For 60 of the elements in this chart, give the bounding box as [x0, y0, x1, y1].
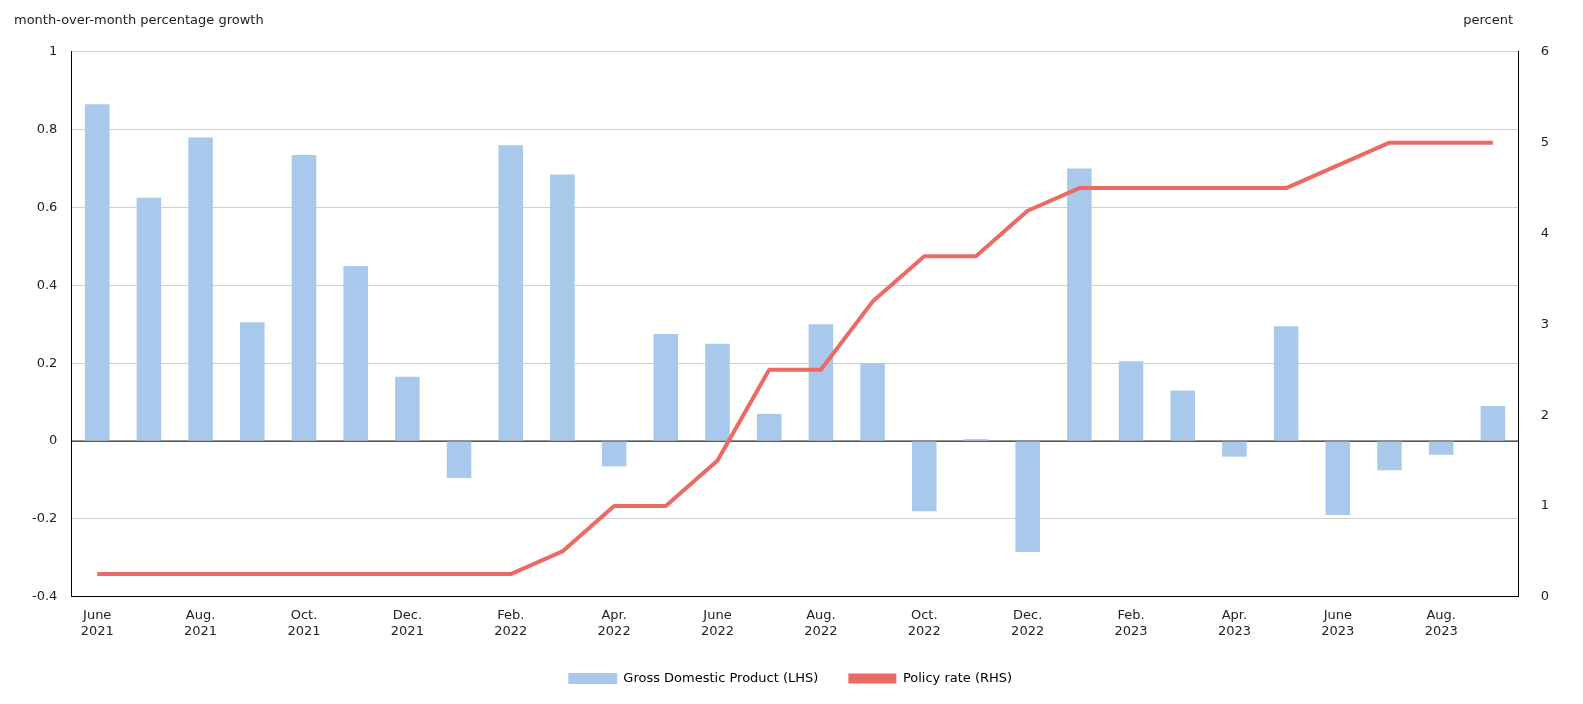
y-axis-title: month-over-month percentage growth — [14, 12, 264, 27]
x-tick-label: Aug. 2023 — [1424, 606, 1458, 638]
x-tick-label: Aug. 2022 — [804, 606, 838, 638]
y-tick-label: 0.6 — [36, 198, 58, 214]
y2-tick-label: 6 — [1540, 43, 1550, 59]
y-tick-label: 0 — [49, 432, 58, 448]
bar — [860, 363, 885, 441]
bar — [1015, 441, 1040, 553]
y-tick-label: -0.2 — [31, 510, 58, 526]
bar — [1067, 168, 1092, 441]
y-tick-label: 1 — [49, 43, 58, 59]
bar — [1118, 361, 1144, 441]
bar — [291, 154, 317, 441]
bar — [446, 441, 472, 479]
bar — [343, 265, 368, 441]
bar — [1222, 441, 1247, 457]
x-tick-label: Apr. 2023 — [1217, 606, 1251, 638]
bar — [1325, 441, 1351, 516]
bar — [498, 145, 524, 441]
bar — [705, 343, 730, 441]
bar — [912, 441, 937, 512]
y-tick-label: 0.2 — [36, 354, 58, 370]
x-tick-label: Dec. 2022 — [1011, 606, 1045, 638]
y2-tick-label: 0 — [1540, 588, 1550, 604]
x-tick-label: Feb. 2023 — [1114, 606, 1148, 638]
x-tick-label: Oct. 2022 — [907, 606, 941, 638]
bar — [1273, 326, 1299, 441]
x-tick-label: Dec. 2021 — [390, 606, 424, 638]
y2-tick-label: 1 — [1540, 497, 1550, 513]
bar — [808, 324, 834, 441]
x-tick-label: Feb. 2022 — [494, 606, 528, 638]
x-tick-label: Aug. 2021 — [184, 606, 218, 638]
legend-label: Gross Domestic Product (LHS) — [623, 669, 819, 685]
y2-tick-label: 5 — [1540, 134, 1550, 150]
y2-axis-title: percent — [1463, 12, 1513, 27]
bar — [756, 413, 782, 441]
x-tick-label: Oct. 2021 — [287, 606, 321, 638]
bar — [653, 334, 679, 441]
x-tick-label: June 2021 — [80, 606, 114, 638]
y2-tick-label: 2 — [1540, 406, 1550, 422]
y2-tick-label: 3 — [1540, 315, 1550, 331]
y2-tick-label: 4 — [1540, 224, 1550, 240]
bar — [240, 322, 265, 441]
y-tick-label: -0.4 — [31, 588, 58, 604]
x-tick-label: Apr. 2022 — [597, 606, 631, 638]
bar — [550, 174, 575, 441]
bar — [84, 104, 110, 441]
bar — [601, 441, 627, 467]
bar — [1480, 406, 1506, 441]
bar — [1377, 441, 1402, 471]
x-tick-label: June 2023 — [1321, 606, 1355, 638]
bar — [395, 376, 420, 441]
legend-label: Policy rate (RHS) — [902, 669, 1013, 685]
y-tick-label: 0.4 — [36, 276, 58, 292]
bar — [136, 197, 162, 441]
bar — [1428, 441, 1454, 455]
bar — [1170, 390, 1196, 441]
bar — [188, 137, 213, 441]
y-tick-label: 0.8 — [36, 121, 58, 137]
x-tick-label: June 2022 — [700, 606, 735, 638]
